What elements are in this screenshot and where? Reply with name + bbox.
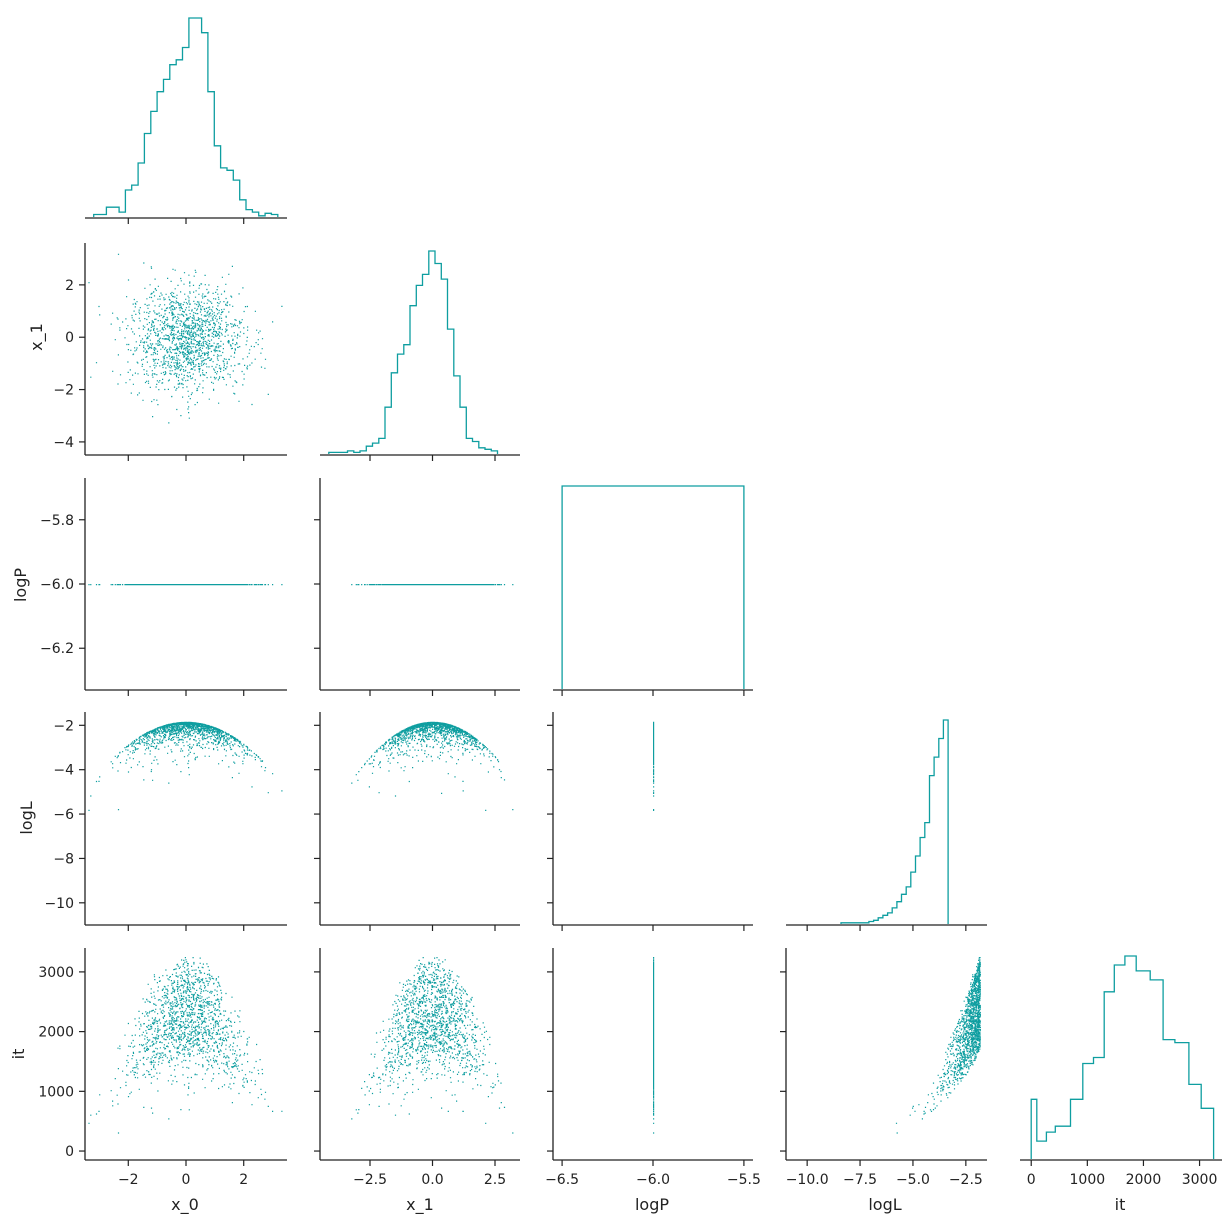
y-tick-label: −5.8 bbox=[40, 513, 74, 529]
scatter-points-it-vs-x_1 bbox=[351, 957, 514, 1134]
x-tick-label: 2.5 bbox=[484, 1172, 506, 1188]
scatter-points-logL-vs-x_1 bbox=[351, 721, 514, 811]
histogram-logP bbox=[561, 485, 745, 689]
x-tick-label: −2.5 bbox=[949, 1172, 983, 1188]
x-tick-label: −5.5 bbox=[727, 1172, 761, 1188]
x-tick-label: −5.0 bbox=[896, 1172, 930, 1188]
histogram-logL bbox=[840, 719, 949, 924]
x-tick-label: 1000 bbox=[1070, 1172, 1106, 1188]
x-tick-label: −6.5 bbox=[545, 1172, 579, 1188]
y-tick-label: −6.2 bbox=[40, 641, 74, 657]
axes-x_0-vs-x_0 bbox=[85, 217, 287, 224]
scatter-points-it-vs-logL bbox=[895, 957, 981, 1134]
histogram-x_1 bbox=[328, 250, 499, 454]
axes-logP-vs-logP bbox=[553, 689, 753, 696]
scatter-points-logP-vs-x_1 bbox=[351, 584, 514, 586]
scatter-points-it-vs-x_0 bbox=[88, 957, 283, 1134]
y-tick-label: −8 bbox=[53, 851, 74, 867]
x-tick-label: 0.0 bbox=[421, 1172, 443, 1188]
y-axis-label-logP: logP bbox=[11, 568, 30, 602]
scatter-points-logP-vs-x_0 bbox=[88, 584, 283, 586]
y-tick-label: 2 bbox=[65, 278, 74, 294]
scatter-points-logL-vs-logP bbox=[653, 721, 655, 811]
axes-logL-vs-x_1 bbox=[314, 712, 520, 931]
x-axis-label-logP: logP bbox=[635, 1195, 669, 1214]
axes-logP-vs-x_1 bbox=[314, 478, 520, 696]
y-tick-label: 3000 bbox=[38, 965, 74, 981]
y-tick-label: 1000 bbox=[38, 1084, 74, 1100]
histogram-x_0 bbox=[93, 17, 279, 217]
y-tick-label: 0 bbox=[65, 330, 74, 346]
axes-logL-vs-x_0: −10 −8 −6 −4 −2 bbox=[44, 712, 287, 931]
scatter-points-x_1-vs-x_0 bbox=[88, 253, 283, 424]
scatter-points-logL-vs-x_0 bbox=[88, 721, 283, 811]
y-tick-label: −2 bbox=[53, 383, 74, 399]
axes-x_1-vs-x_1 bbox=[320, 454, 520, 461]
axes-logP-vs-x_0: −6.2 −6.0 −5.8 bbox=[40, 478, 287, 696]
x-tick-label: −10.0 bbox=[786, 1172, 829, 1188]
y-tick-label: −6.0 bbox=[40, 577, 74, 593]
y-axis-label-x_1: x_1 bbox=[27, 323, 47, 351]
y-tick-label: −4 bbox=[53, 763, 74, 779]
axes-it-vs-it: 0 1000 2000 3000 bbox=[1020, 1159, 1222, 1188]
x-tick-label: 3000 bbox=[1182, 1172, 1218, 1188]
x-axis-label-x_0: x_0 bbox=[171, 1195, 199, 1215]
x-axis-label-x_1: x_1 bbox=[406, 1195, 434, 1215]
x-tick-label: 0 bbox=[182, 1172, 191, 1188]
axes-x_1-vs-x_0: −4 −2 0 2 bbox=[53, 243, 287, 461]
y-tick-label: 0 bbox=[65, 1144, 74, 1160]
axes-it-vs-logP: −6.5 −6.0 −5.5 bbox=[545, 948, 761, 1188]
x-tick-label: −2.5 bbox=[353, 1172, 387, 1188]
x-tick-label: −7.5 bbox=[843, 1172, 877, 1188]
x-tick-label: −6.0 bbox=[636, 1172, 670, 1188]
x-tick-label: 2 bbox=[239, 1172, 248, 1188]
scatter-points-it-vs-logP bbox=[653, 957, 655, 1134]
x-tick-label: −2 bbox=[118, 1172, 139, 1188]
y-axis-label-it: it bbox=[9, 1049, 28, 1060]
x-axis-label-logL: logL bbox=[868, 1195, 901, 1214]
x-tick-label: 0 bbox=[1027, 1172, 1036, 1188]
axes-it-vs-x_0: −2 0 2 0 1000 2000 3000 bbox=[38, 948, 287, 1188]
y-tick-label: −10 bbox=[44, 896, 74, 912]
x-tick-label: 2000 bbox=[1126, 1172, 1162, 1188]
y-tick-label: 2000 bbox=[38, 1025, 74, 1041]
axes-it-vs-logL: −10.0 −7.5 −5.0 −2.5 bbox=[780, 948, 987, 1188]
y-tick-label: −6 bbox=[53, 807, 74, 823]
y-tick-label: −2 bbox=[53, 718, 74, 734]
axes-logL-vs-logP bbox=[547, 712, 753, 931]
x-axis-label-it: it bbox=[1115, 1195, 1126, 1214]
y-axis-label-logL: logL bbox=[17, 801, 36, 834]
y-tick-label: −4 bbox=[53, 435, 74, 451]
axes-logL-vs-logL bbox=[786, 924, 987, 931]
histogram-it bbox=[1030, 955, 1215, 1159]
axes-it-vs-x_1: −2.5 0.0 2.5 bbox=[314, 948, 520, 1188]
